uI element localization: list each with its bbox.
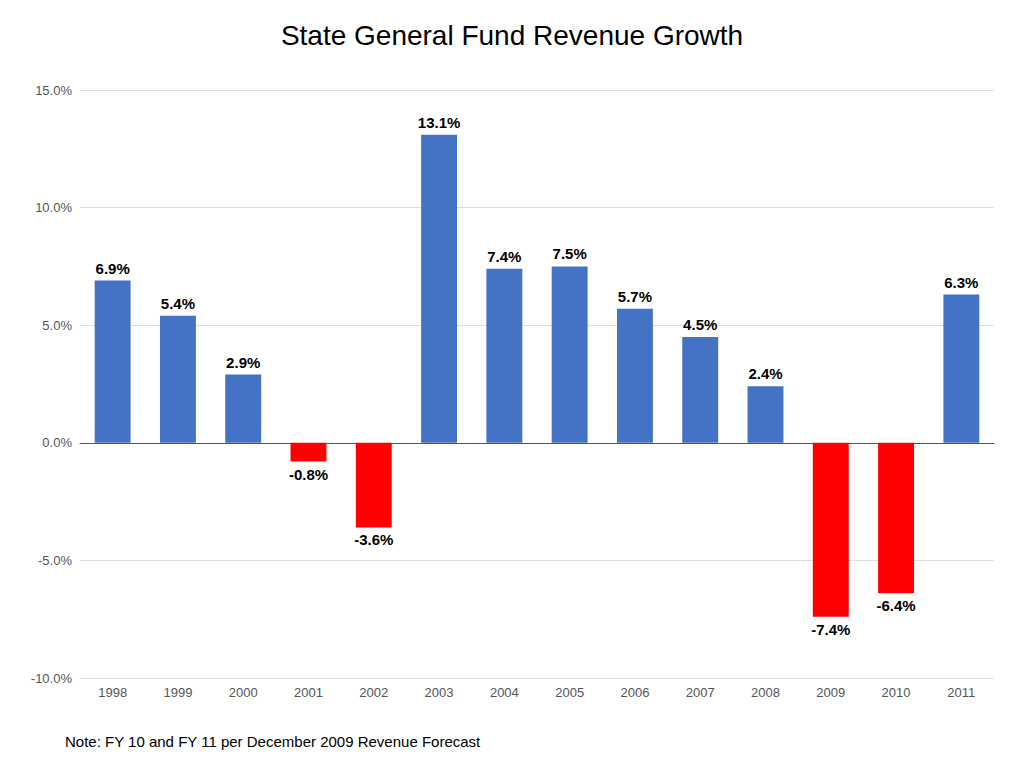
svg-text:2002: 2002: [359, 685, 388, 700]
svg-text:1999: 1999: [163, 685, 192, 700]
svg-text:State General Fund Revenue Gro: State General Fund Revenue Growth: [281, 20, 743, 51]
svg-text:6.9%: 6.9%: [96, 260, 130, 277]
svg-text:2003: 2003: [425, 685, 454, 700]
svg-text:-3.6%: -3.6%: [354, 531, 393, 548]
svg-text:5.7%: 5.7%: [618, 288, 652, 305]
svg-text:-5.0%: -5.0%: [38, 553, 72, 568]
svg-text:-10.0%: -10.0%: [31, 671, 73, 686]
svg-text:2.9%: 2.9%: [226, 354, 260, 371]
svg-text:1998: 1998: [98, 685, 127, 700]
svg-text:-6.4%: -6.4%: [876, 597, 915, 614]
svg-text:0.0%: 0.0%: [42, 435, 72, 450]
svg-text:10.0%: 10.0%: [35, 200, 72, 215]
svg-text:7.4%: 7.4%: [487, 248, 521, 265]
svg-text:5.4%: 5.4%: [161, 295, 195, 312]
svg-text:2009: 2009: [816, 685, 845, 700]
svg-text:2000: 2000: [229, 685, 258, 700]
svg-text:2001: 2001: [294, 685, 323, 700]
svg-text:2010: 2010: [882, 685, 911, 700]
svg-text:2005: 2005: [555, 685, 584, 700]
svg-text:-7.4%: -7.4%: [811, 621, 850, 638]
svg-text:4.5%: 4.5%: [683, 316, 717, 333]
svg-text:2011: 2011: [947, 685, 975, 700]
svg-text:-0.8%: -0.8%: [289, 466, 328, 483]
svg-text:2.4%: 2.4%: [748, 365, 782, 382]
svg-text:2004: 2004: [490, 685, 519, 700]
svg-text:2007: 2007: [686, 685, 715, 700]
svg-text:13.1%: 13.1%: [418, 114, 461, 131]
svg-text:Note: FY 10 and FY 11 per Dece: Note: FY 10 and FY 11 per December 2009 …: [65, 733, 481, 750]
svg-text:15.0%: 15.0%: [35, 83, 72, 98]
svg-text:5.0%: 5.0%: [42, 318, 72, 333]
svg-text:2008: 2008: [751, 685, 780, 700]
svg-text:2006: 2006: [620, 685, 649, 700]
svg-text:6.3%: 6.3%: [944, 274, 978, 291]
svg-text:7.5%: 7.5%: [553, 245, 587, 262]
